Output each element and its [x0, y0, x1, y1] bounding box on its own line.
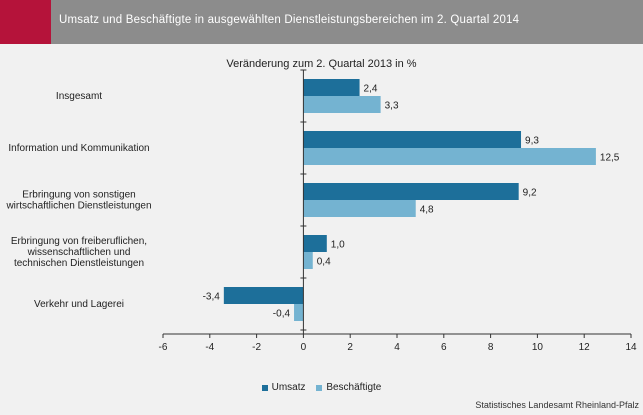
x-tick-label: 14 — [625, 342, 637, 353]
data-label: 12,5 — [600, 153, 620, 164]
category-label: wirtschaftlichen Dienstleistungen — [5, 201, 151, 212]
legend-label-beschaeftigte: Beschäftigte — [326, 382, 382, 393]
category-label: Verkehr und Lagerei — [34, 299, 124, 310]
bar-beschaeftigte — [303, 252, 313, 269]
x-tick-label: 2 — [347, 342, 353, 353]
data-label: 3,3 — [385, 101, 399, 112]
x-tick-label: -2 — [252, 342, 261, 353]
x-tick-label: 10 — [532, 342, 544, 353]
category-label: technischen Dienstleistungen — [14, 258, 144, 269]
legend-swatch-beschaeftigte — [316, 384, 323, 391]
category-label: Erbringung von freiberuflichen, — [11, 236, 147, 247]
x-tick-label: 4 — [394, 342, 400, 353]
bar-umsatz — [303, 131, 522, 148]
bar-umsatz — [303, 79, 360, 96]
legend: Umsatz Beschäftigte — [0, 382, 643, 394]
legend-item-umsatz: Umsatz — [261, 382, 306, 393]
category-label: wissenschaftlichen und — [27, 247, 131, 258]
bar-umsatz — [303, 183, 519, 200]
data-label: -0,4 — [273, 309, 291, 320]
data-label: 9,2 — [523, 188, 537, 199]
header-accent-block — [0, 0, 51, 44]
x-tick-label: 8 — [488, 342, 494, 353]
data-label: 4,8 — [420, 205, 434, 216]
bar-umsatz — [303, 235, 327, 252]
data-label: 9,3 — [525, 136, 539, 147]
data-label: 1,0 — [331, 240, 345, 251]
data-label: 2,4 — [364, 84, 378, 95]
x-tick-label: 12 — [579, 342, 591, 353]
bar-beschaeftigte — [294, 304, 304, 321]
x-tick-label: -6 — [159, 342, 168, 353]
bar-beschaeftigte — [303, 200, 416, 217]
category-label: Information und Kommunikation — [8, 143, 149, 154]
category-label: Insgesamt — [56, 91, 102, 102]
bar-beschaeftigte — [303, 96, 381, 113]
category-label: Erbringung von sonstigen — [22, 190, 135, 201]
legend-swatch-umsatz — [261, 384, 268, 391]
source-note: Statistisches Landesamt Rheinland-Pfalz — [475, 400, 639, 410]
x-tick-label: 6 — [441, 342, 447, 353]
x-tick-label: 0 — [301, 342, 307, 353]
legend-label-umsatz: Umsatz — [271, 382, 306, 393]
data-label: 0,4 — [317, 257, 331, 268]
chart-title: Umsatz und Beschäftigte in ausgewählten … — [59, 14, 520, 26]
data-label: -3,4 — [203, 292, 221, 303]
bar-beschaeftigte — [303, 148, 596, 165]
header-bar: Umsatz und Beschäftigte in ausgewählten … — [0, 0, 643, 44]
bar-umsatz — [223, 287, 304, 304]
x-tick-label: -4 — [205, 342, 214, 353]
chart-subtitle: Veränderung zum 2. Quartal 2013 in % — [226, 58, 417, 70]
legend-item-beschaeftigte: Beschäftigte — [316, 382, 381, 393]
